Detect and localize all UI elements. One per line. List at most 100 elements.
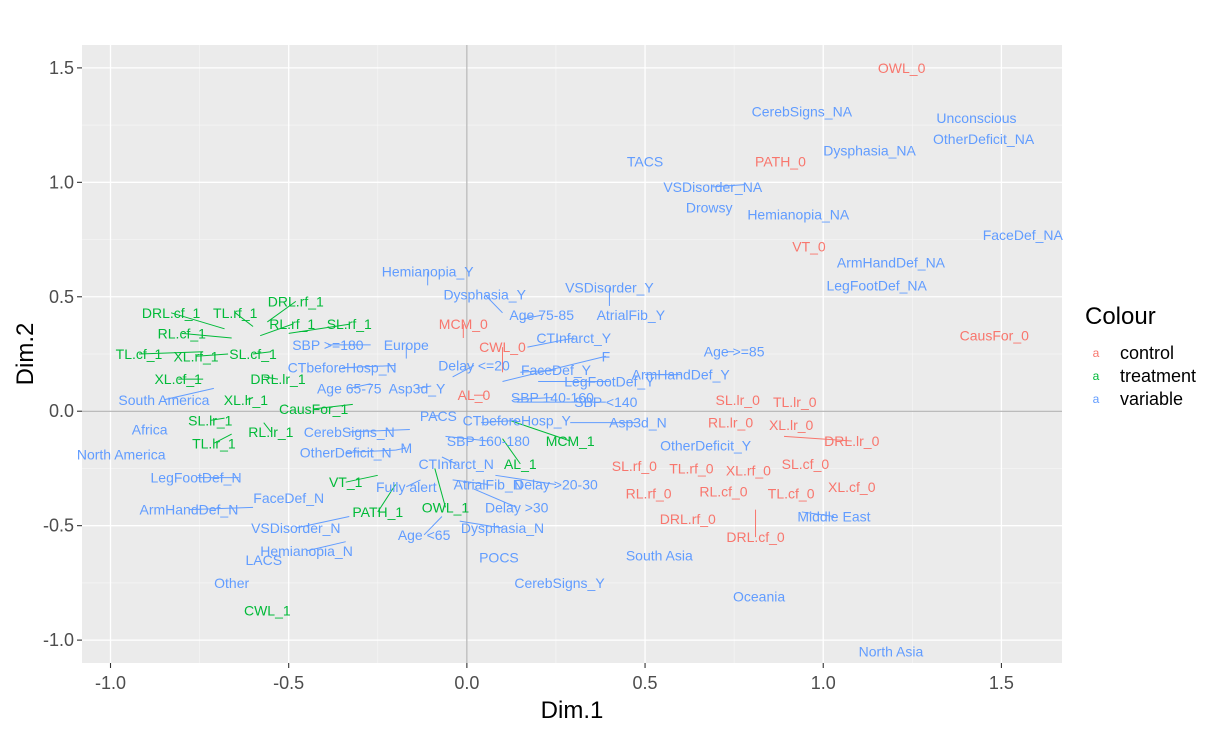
label-segment (473, 488, 517, 508)
point-label: CTInfarct_N (418, 456, 493, 472)
label-segment (520, 314, 542, 321)
point-label: AL_0 (458, 387, 491, 403)
point-label: North Asia (859, 644, 924, 660)
point-label: RL.rf_1 (269, 316, 315, 332)
point-label: Africa (132, 422, 168, 438)
point-label: SBP 160-180 (447, 433, 530, 449)
point-label: Fully alert (376, 479, 437, 495)
point-label: Dysphasia_Y (443, 286, 526, 302)
point-label: Age >=85 (704, 344, 765, 360)
point-label: CWL_0 (479, 339, 526, 355)
point-label: VT_0 (792, 238, 826, 254)
x-tick-label: 0.5 (633, 673, 658, 693)
point-label: CausFor_1 (279, 401, 348, 417)
label-segment (139, 351, 204, 355)
point-label: F (602, 348, 611, 364)
point-label: PATH_0 (755, 154, 806, 170)
point-label: OtherDeficit_N (300, 444, 392, 460)
label-segment (445, 435, 489, 442)
label-segment (784, 435, 852, 442)
point-label: XL.rf_1 (173, 348, 218, 364)
label-segment (196, 353, 229, 357)
point-label: XL.cf_1 (154, 371, 202, 387)
point-label: XL.lr_0 (769, 417, 814, 433)
label-segment (452, 479, 489, 485)
point-label: DRL.rf_1 (268, 293, 324, 309)
point-label: RL.lr_0 (708, 415, 753, 431)
point-label: Oceania (733, 589, 785, 605)
point-label: POCS (479, 550, 519, 566)
point-label: Other (214, 575, 249, 591)
point-label: DRL.lr_0 (824, 433, 879, 449)
legend-entry-label: variable (1120, 389, 1183, 409)
point-label: LegFootDef_N (151, 470, 242, 486)
label-segment (484, 294, 503, 314)
x-axis-ticks: -1.0 -0.5 0.0 0.5 1.0 1.5 (95, 663, 1014, 693)
point-label: SBP <140 (574, 394, 637, 410)
point-label: XL.rf_0 (726, 463, 771, 479)
label-segment (252, 351, 271, 355)
point-label: Age <65 (398, 527, 451, 543)
label-segment (502, 438, 521, 465)
point-label: Asp3d_N (609, 415, 667, 431)
point-labels: OWL_0 PATH_0 VT_0 CausFor_0 MCM_0 CWL_0 AL_0 SL… (77, 60, 1064, 660)
point-label: VSDisorder_NA (663, 179, 762, 195)
legend-items: a control a treatment a variable (1093, 343, 1196, 409)
point-label: AtrialFib_N (454, 476, 523, 492)
label-segment (181, 332, 232, 339)
label-segment (263, 376, 279, 380)
label-segment (502, 355, 606, 382)
point-label: ArmHandDef_Y (632, 367, 731, 383)
y-tick-label: 1.0 (49, 172, 74, 192)
x-axis-title: Dim.1 (541, 697, 604, 724)
point-label: SBP 140-160 (511, 389, 594, 405)
point-label: VSDisorder_N (251, 520, 340, 536)
point-label: XL.cf_0 (828, 479, 876, 495)
point-label: SL.cf_1 (229, 346, 277, 362)
label-segment (395, 447, 407, 451)
point-label: South America (118, 392, 209, 408)
point-label: AtrialFib_Y (597, 307, 666, 323)
y-axis-title: Dim.2 (12, 323, 39, 386)
point-label: LegFootDef_Y (564, 373, 655, 389)
point-label: SBP >=180 (292, 337, 364, 353)
label-segment (170, 312, 225, 330)
point-label: PATH_1 (352, 504, 403, 520)
point-label: MCM_0 (439, 316, 488, 332)
label-segment (267, 300, 297, 323)
label-segment (527, 337, 574, 348)
point-label: M (400, 440, 412, 456)
point-label: SL.rf_1 (327, 316, 372, 332)
label-segment (495, 474, 557, 485)
point-label: Unconscious (936, 110, 1016, 126)
point-label: VSDisorder_Y (565, 280, 654, 296)
point-label: Drowsy (686, 200, 733, 216)
label-segment (459, 520, 503, 529)
point-label: TL.rf_1 (213, 305, 258, 321)
point-label: XL.lr_1 (224, 392, 269, 408)
point-label: RL.lr_1 (248, 424, 293, 440)
point-label: CTbeforeHosp_N (288, 360, 397, 376)
legend-entry-label: control (1120, 343, 1174, 363)
point-label: FaceDef_NA (983, 227, 1064, 243)
label-segment (434, 468, 446, 508)
point-label: OWL_0 (878, 60, 926, 76)
point-label: OtherDeficit_NA (933, 131, 1035, 147)
point-label: OtherDeficit_Y (660, 438, 752, 454)
legend-key-glyph: a (1093, 346, 1100, 360)
point-label: Delay >20-30 (514, 476, 598, 492)
point-label: FaceDef_Y (521, 362, 592, 378)
label-segment (520, 369, 556, 373)
point-label: LACS (245, 552, 282, 568)
label-segment (406, 479, 421, 488)
label-segment (306, 541, 346, 552)
label-segment (342, 364, 396, 369)
label-segment (509, 419, 571, 442)
label-segment (288, 323, 350, 334)
x-tick-label: 1.5 (989, 673, 1014, 693)
point-label: Dysphasia_N (461, 520, 544, 536)
label-segment (345, 474, 378, 483)
point-label: SL.cf_0 (782, 456, 830, 472)
label-segment (452, 365, 475, 378)
